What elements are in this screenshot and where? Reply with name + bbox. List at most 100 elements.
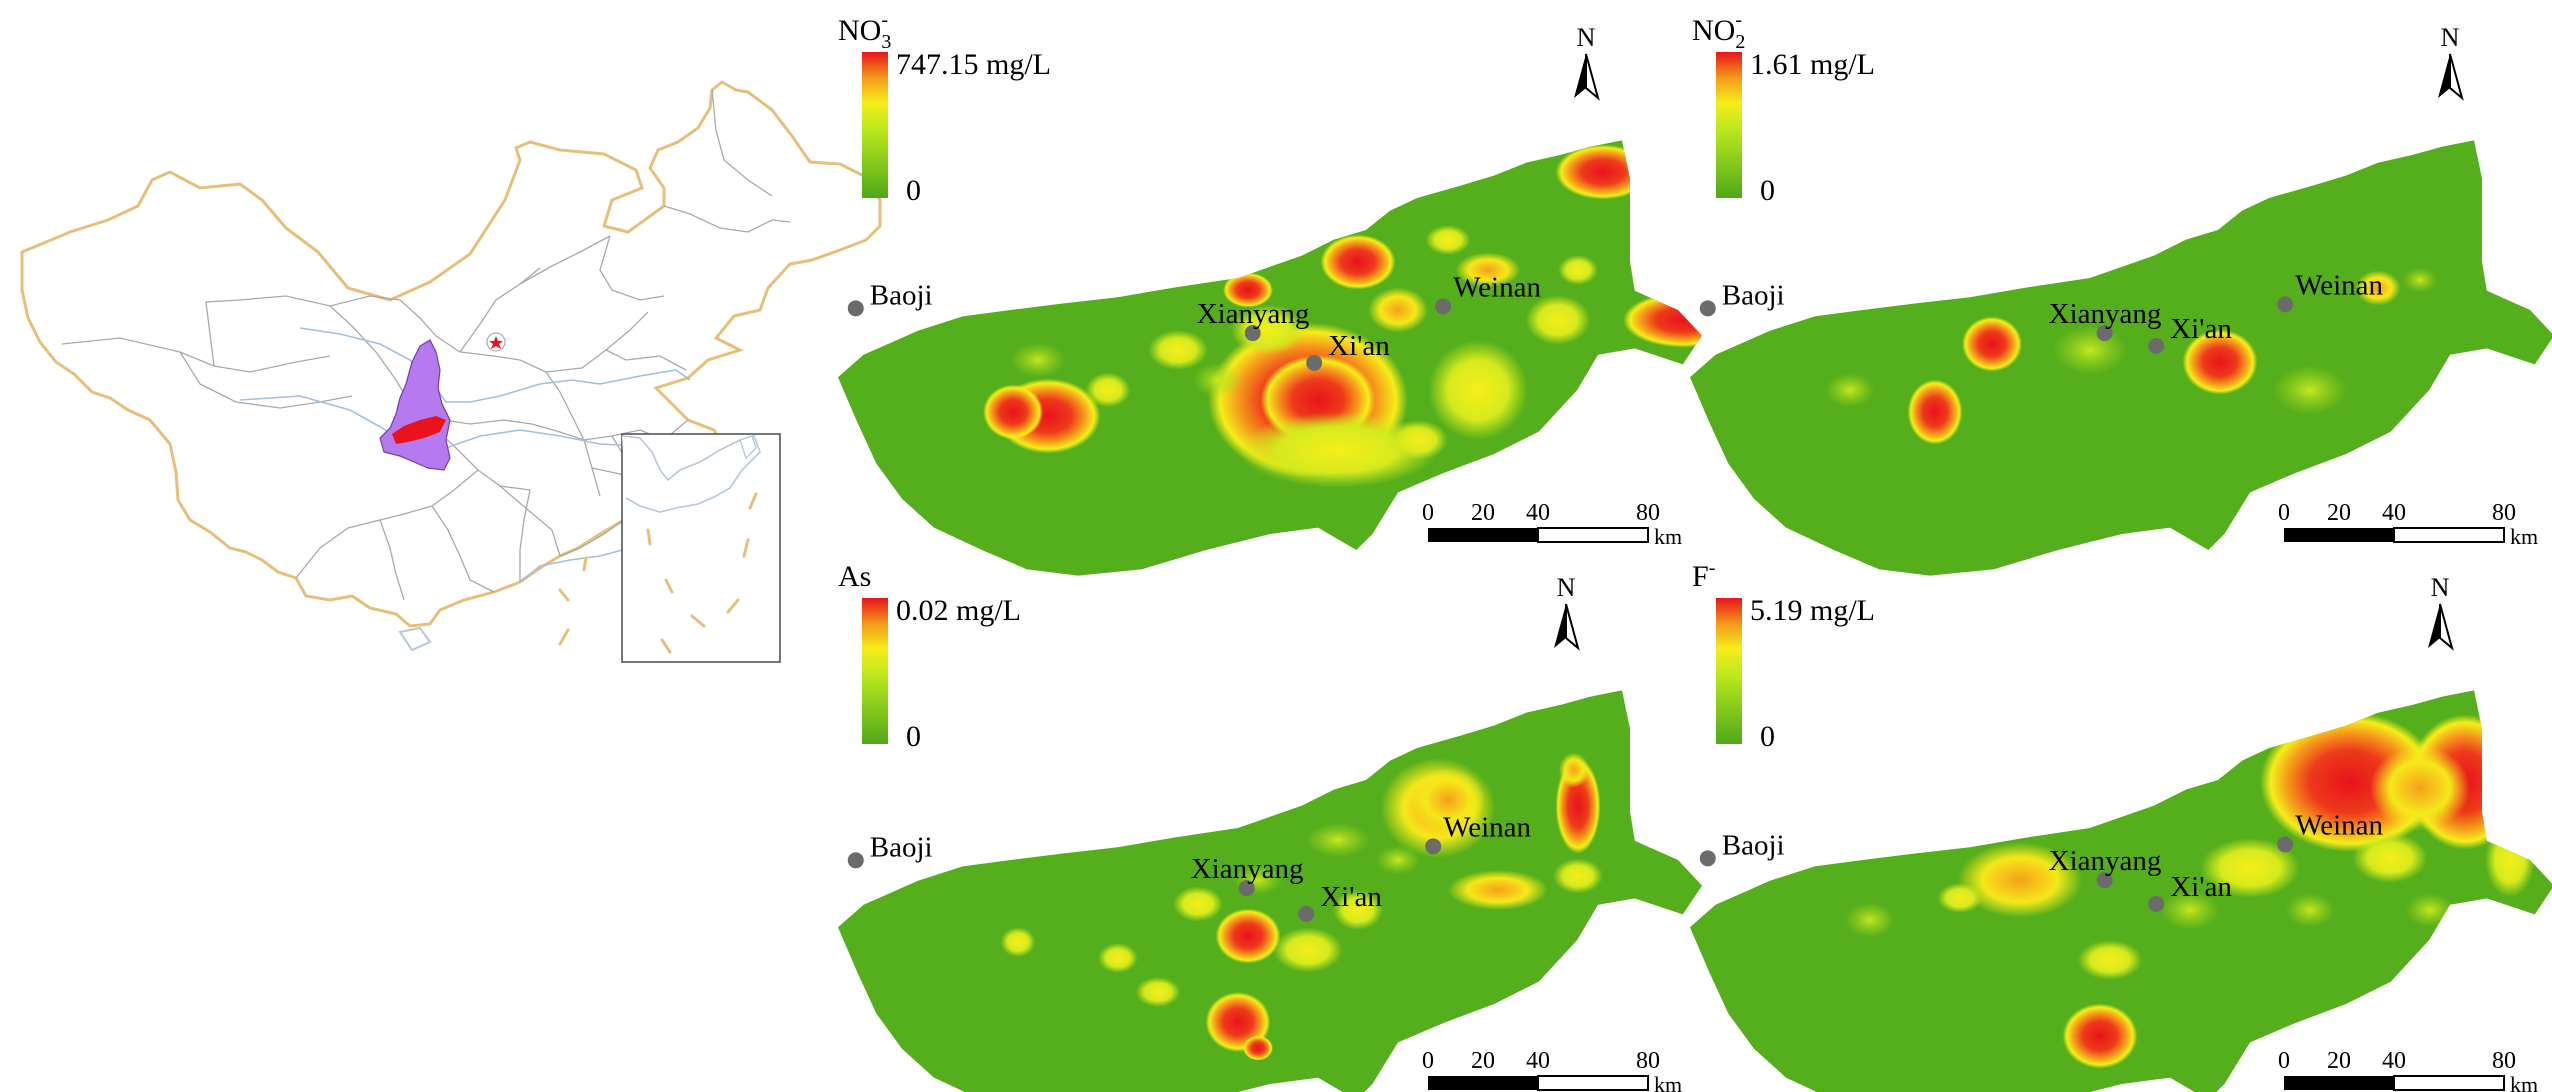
city-label: Xianyang (1191, 853, 1304, 885)
hotspot (1173, 886, 1223, 922)
svg-text:40: 40 (1526, 500, 1550, 526)
region-map-as (838, 690, 1702, 1092)
hotspot (2272, 365, 2348, 415)
hotspot (2355, 270, 2401, 306)
south-china-sea-inset-icon (621, 433, 781, 663)
svg-text:km: km (2510, 524, 2538, 549)
city-label: Weinan (1453, 271, 1541, 303)
hotspot (1010, 342, 1066, 378)
concentration-panels: Baoji Xianyang Xi'an Weinan NO3-747.15 mg/L 0… (838, 9, 2552, 1092)
hotspot (2052, 325, 2128, 375)
hotspot (1558, 255, 1598, 285)
hotspot (1555, 144, 1651, 200)
legend-max-label: 747.15 mg/L (896, 48, 1051, 81)
svg-text:km: km (1654, 524, 1682, 549)
legend-color-ramp (862, 598, 888, 744)
legend-color-ramp (1716, 52, 1742, 198)
hotspot (1193, 362, 1243, 398)
svg-text:20: 20 (1471, 1048, 1495, 1074)
city-label: Baoji (1722, 829, 1785, 861)
hotspot (2077, 940, 2143, 980)
city-marker (847, 300, 864, 317)
svg-text:80: 80 (2492, 500, 2516, 526)
hotspot (1085, 372, 1131, 408)
legend-max-label: 5.19 mg/L (1750, 594, 1875, 627)
hotspot (1559, 752, 1589, 788)
city-marker (2277, 296, 2294, 313)
legend-title: As (838, 560, 871, 593)
panel-no3: Baoji Xianyang Xi'an Weinan NO3-747.15 mg/L 0… (838, 9, 1703, 576)
legend-color-ramp (862, 52, 888, 198)
legend-color-ramp (1716, 598, 1742, 744)
hotspot (1448, 870, 1548, 910)
svg-text:0: 0 (1422, 1048, 1434, 1074)
hotspot (1425, 225, 1471, 255)
hotspot (1230, 305, 1306, 355)
hotspot (2200, 838, 2300, 898)
city-label: Baoji (870, 831, 933, 863)
china-overview-map (20, 80, 882, 663)
city-marker (1238, 880, 1255, 897)
city-label: Xi'an (2170, 313, 2232, 345)
region-map-no3 (838, 140, 1703, 576)
hotspot (1962, 316, 2022, 372)
hotspot (1937, 883, 1983, 913)
city-marker (2148, 338, 2165, 355)
city-marker (1425, 838, 1442, 855)
capital-star-icon (489, 336, 503, 349)
region-map-f (1690, 690, 2552, 1092)
city-marker (1306, 354, 1323, 371)
north-arrow-icon (2437, 22, 2463, 99)
city-label: Weinan (2295, 809, 2383, 841)
hotspot (1238, 412, 1438, 488)
legend-min-label: 0 (906, 174, 921, 207)
city-marker (1699, 850, 1716, 867)
hotspot (1375, 845, 1421, 875)
svg-text:40: 40 (2382, 1048, 2406, 1074)
legend-min-label: 0 (906, 720, 921, 753)
hotspot (2062, 1003, 2138, 1069)
north-arrow-icon (2427, 572, 2453, 649)
hotspot (1305, 822, 1371, 858)
guanzhong-basin-highlight (392, 416, 446, 444)
hotspot (1553, 858, 1603, 894)
hotspot (1525, 295, 1591, 345)
hotspot (1428, 340, 1528, 440)
city-label: Xi'an (1320, 881, 1382, 913)
svg-text:20: 20 (2327, 1048, 2351, 1074)
svg-text:40: 40 (1526, 1048, 1550, 1074)
hotspot (1243, 1035, 1273, 1061)
legend-title: F- (1692, 557, 1715, 593)
hotspot (2405, 892, 2455, 928)
hotspot (2182, 329, 2258, 395)
hotspot (1455, 252, 1521, 288)
hotspot (2160, 890, 2220, 930)
legend-title: NO3- (838, 9, 891, 53)
city-label: Xi'an (1328, 330, 1390, 362)
hotspot (1388, 420, 1448, 460)
svg-text:km: km (1654, 1072, 1682, 1092)
hotspot (2402, 267, 2438, 293)
city-label: Baoji (1722, 279, 1785, 311)
city-marker (2277, 836, 2294, 853)
city-label: Xianyang (2049, 845, 2162, 877)
hotspot (2370, 745, 2470, 831)
hotspot (1098, 943, 1138, 973)
svg-text:20: 20 (1471, 500, 1495, 526)
hotspot (1320, 234, 1396, 290)
legend-max-label: 0.02 mg/L (896, 594, 1021, 627)
hotspot (1000, 927, 1036, 957)
city-marker (2096, 325, 2113, 342)
hotspot (983, 384, 1043, 440)
city-label: Baoji (870, 279, 933, 311)
hotspot (1368, 287, 1428, 333)
city-marker (2148, 895, 2165, 912)
panel-as: Baoji Xianyang Xi'an Weinan As 0.02 mg/L 0 0 20 4… (838, 560, 1702, 1092)
city-label: Xianyang (1197, 298, 1310, 330)
city-marker (1699, 300, 1716, 317)
svg-text:80: 80 (1636, 1048, 1660, 1074)
